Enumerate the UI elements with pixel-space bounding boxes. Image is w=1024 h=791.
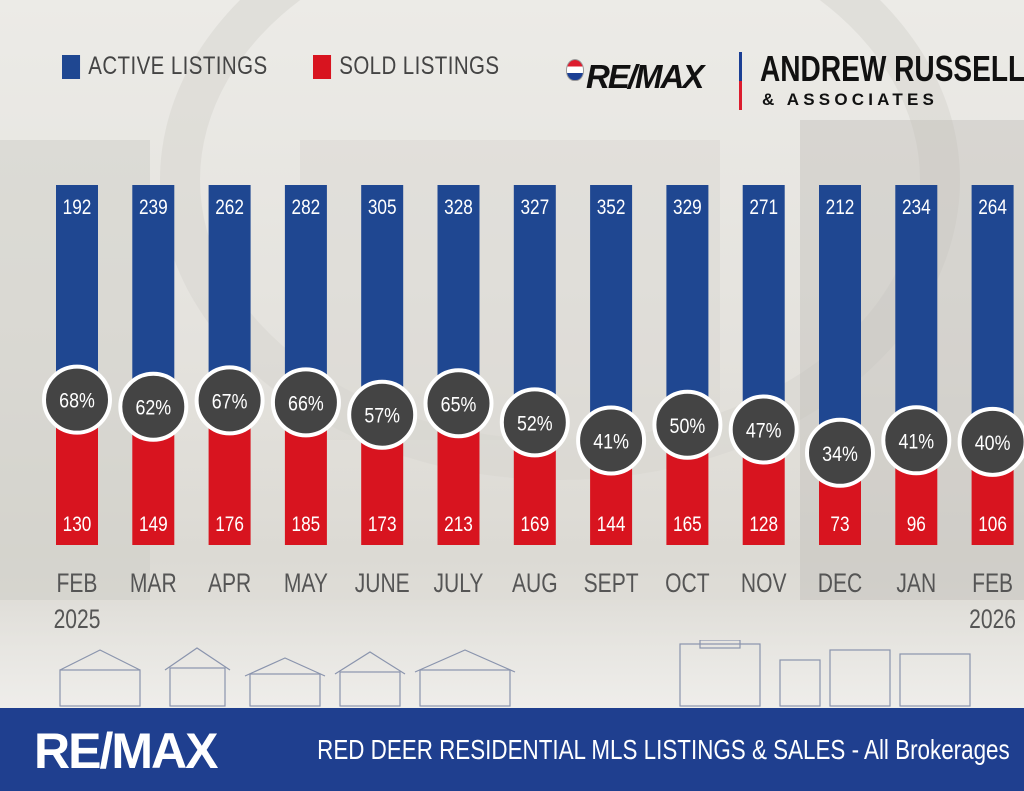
ratio-badge <box>42 364 112 435</box>
ratio-label: 67% <box>212 390 248 414</box>
ratio-badge <box>805 417 875 488</box>
ratio-label: 66% <box>288 392 324 416</box>
ratio-badge <box>728 394 799 465</box>
active-bar <box>437 185 480 404</box>
active-value-label: 329 <box>673 197 702 220</box>
month-label: FEB <box>57 569 98 599</box>
sold-value-label: 106 <box>978 514 1007 537</box>
month-label: OCT <box>665 569 710 599</box>
active-bar <box>971 185 1014 442</box>
footer-title: RED DEER RESIDENTIAL MLS LISTINGS & SALE… <box>317 734 1010 765</box>
month-label: 2026 <box>969 605 1016 635</box>
sold-value-label: 173 <box>368 514 397 537</box>
active-bar <box>132 185 175 407</box>
ratio-label: 47% <box>746 419 782 443</box>
active-value-label: 264 <box>978 197 1007 220</box>
month-label: MAR <box>130 569 177 599</box>
agent-name: ANDREW RUSSELL <box>760 48 1024 89</box>
active-bar <box>513 185 556 423</box>
month-label: JULY <box>434 569 484 599</box>
active-value-label: 282 <box>292 197 321 220</box>
ratio-label: 40% <box>975 432 1011 456</box>
ratio-label: 34% <box>822 442 858 466</box>
sold-value-label: 176 <box>215 514 244 537</box>
ratio-label: 41% <box>898 430 934 454</box>
legend-sold-swatch <box>313 54 332 79</box>
active-bar <box>208 185 251 401</box>
month-label: AUG <box>512 569 558 599</box>
background-floor <box>0 600 1024 710</box>
month-label: 2025 <box>54 605 101 635</box>
ratio-label: 57% <box>364 404 400 428</box>
brand-divider <box>739 52 742 110</box>
legend-active-swatch <box>62 54 81 79</box>
active-value-label: 192 <box>63 197 92 220</box>
ratio-label: 50% <box>670 414 706 438</box>
month-label: DEC <box>818 569 862 599</box>
active-bar <box>590 185 633 441</box>
sold-value-label: 144 <box>597 514 626 537</box>
ratio-badge <box>194 365 265 436</box>
ratio-badge <box>957 406 1024 477</box>
ratio-badge <box>347 379 418 450</box>
month-label: JUNE <box>355 569 410 599</box>
legend-sold: SOLD LISTINGS <box>313 52 500 81</box>
active-value-label: 305 <box>368 197 397 220</box>
remax-logo-top-text: RE/MAX <box>586 58 704 95</box>
month-label: FEB <box>972 569 1013 599</box>
active-bar <box>284 185 327 403</box>
active-bar <box>742 185 785 430</box>
ratio-badge <box>423 368 494 439</box>
sold-value-label: 213 <box>444 514 473 537</box>
active-value-label: 239 <box>139 197 168 220</box>
legend-sold-label: SOLD LISTINGS <box>339 52 500 80</box>
footer-banner: RE/MAX RED DEER RESIDENTIAL MLS LISTINGS… <box>0 708 1024 791</box>
ratio-label: 52% <box>517 412 553 436</box>
legend-active-label: ACTIVE LISTINGS <box>88 52 268 80</box>
brand-header: RE/MAX ANDREW RUSSELL & ASSOCIATES <box>566 48 1024 112</box>
active-value-label: 327 <box>520 197 549 220</box>
agent-sub: & ASSOCIATES <box>762 90 939 109</box>
active-bar <box>666 185 709 425</box>
legend-active: ACTIVE LISTINGS <box>62 52 268 81</box>
ratio-badge <box>118 371 189 442</box>
month-label: NOV <box>741 569 787 599</box>
ratio-label: 41% <box>593 430 629 454</box>
active-value-label: 271 <box>749 197 778 220</box>
remax-logo-footer: RE/MAX <box>34 723 218 779</box>
ratio-label: 62% <box>135 396 171 420</box>
active-value-label: 328 <box>444 197 473 220</box>
sold-value-label: 185 <box>292 514 321 537</box>
ratio-badge <box>499 387 570 458</box>
active-value-label: 212 <box>826 197 855 220</box>
month-label: APR <box>208 569 251 599</box>
sold-value-label: 73 <box>830 514 849 537</box>
month-label: MAY <box>284 569 328 599</box>
ratio-badge <box>576 405 647 476</box>
month-label: JAN <box>896 569 936 599</box>
ratio-label: 68% <box>59 389 95 413</box>
ratio-badge <box>270 367 341 438</box>
active-bar <box>895 185 938 441</box>
sold-value-label: 165 <box>673 514 702 537</box>
skyline-illustration <box>59 640 971 707</box>
remax-balloon-icon <box>566 59 584 81</box>
ratio-label: 65% <box>441 393 477 417</box>
active-value-label: 234 <box>902 197 931 220</box>
active-value-label: 262 <box>215 197 244 220</box>
sold-value-label: 130 <box>63 514 92 537</box>
sold-value-label: 128 <box>749 514 778 537</box>
month-label: SEPT <box>584 569 639 599</box>
active-bar <box>819 185 861 453</box>
sold-value-label: 169 <box>520 514 549 537</box>
active-bar <box>56 185 98 400</box>
chart: 192 130 68% FEB 2025 239 149 62% MAR 262 176 67% APR… <box>42 185 1024 635</box>
ratio-badge <box>881 405 952 476</box>
ratio-badge <box>652 389 723 460</box>
remax-logo-top: RE/MAX <box>566 58 704 96</box>
sold-value-label: 149 <box>139 514 168 537</box>
active-value-label: 352 <box>597 197 626 220</box>
sold-value-label: 96 <box>907 514 926 537</box>
active-bar <box>361 185 404 415</box>
